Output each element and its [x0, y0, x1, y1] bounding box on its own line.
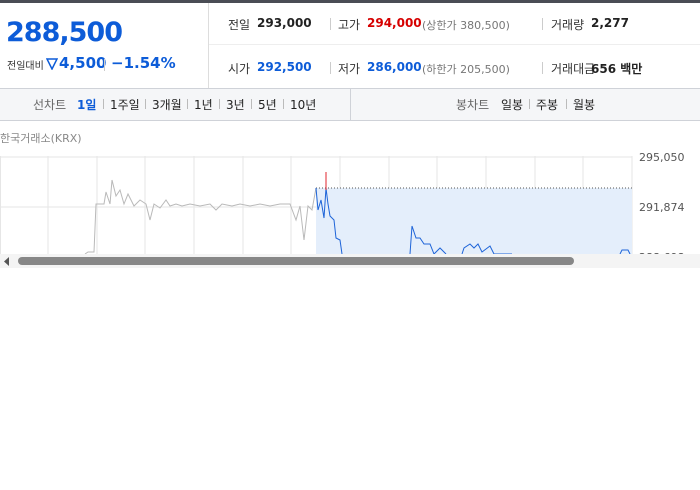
scroll-left[interactable]: [3, 257, 11, 266]
info-value: 292,500: [257, 60, 312, 74]
separator: [542, 18, 543, 30]
current-price: 288,500: [6, 17, 123, 48]
chart-source: 한국거래소(KRX): [0, 132, 82, 145]
candle-tab[interactable]: 일봉: [501, 98, 524, 112]
row-divider: [209, 44, 700, 45]
info-value: 286,000: [367, 60, 422, 74]
tab-group-label: 선차트: [33, 98, 67, 112]
tab-separator: [187, 99, 188, 109]
info-value: 293,000: [257, 16, 312, 30]
area-shade: [316, 188, 632, 254]
period-tab[interactable]: 3년: [226, 98, 245, 112]
tab-separator: [251, 99, 252, 109]
tab-divider: [350, 89, 351, 120]
info-label: 고가: [338, 18, 361, 32]
info-note: (상한가 380,500): [422, 19, 510, 32]
info-value: 656 백만: [591, 62, 643, 76]
tab-separator: [566, 99, 567, 109]
down-icon: [46, 58, 58, 70]
tab-separator: [219, 99, 220, 109]
separator: [330, 18, 331, 30]
info-label: 시가: [228, 62, 251, 76]
price-line: [315, 187, 631, 254]
period-tab[interactable]: 10년: [290, 98, 317, 112]
separator: [542, 62, 543, 74]
tab-separator: [145, 99, 146, 109]
info-value: 2,277: [591, 16, 629, 30]
period-tab[interactable]: 1일: [77, 98, 97, 112]
y-tick-label: 288,698: [639, 251, 685, 254]
y-tick-label: 291,874: [639, 201, 685, 214]
period-tab[interactable]: 1년: [194, 98, 213, 112]
change-rate: −1.54%: [111, 54, 176, 72]
tab-group-label: 봉차트: [456, 98, 490, 112]
price-line-prior: [84, 179, 317, 254]
y-tick-label: 295,050: [639, 151, 685, 164]
tab-separator: [103, 99, 104, 109]
top-border: [0, 0, 700, 3]
period-tab[interactable]: 5년: [258, 98, 277, 112]
summary-panel: 288,500 전일대비 4,500 −1.54%: [0, 3, 209, 88]
info-note: (하한가 205,500): [422, 63, 510, 76]
info-value: 294,000: [367, 16, 422, 30]
info-label: 거래대금: [551, 62, 596, 76]
separator: [330, 62, 331, 74]
change-value: 4,500: [59, 54, 107, 72]
scrollbar-thumb[interactable]: [18, 257, 574, 265]
candle-tab[interactable]: 주봉: [536, 98, 559, 112]
chart: 295,050 291,874 288,698: [0, 151, 685, 254]
tab-separator: [529, 99, 530, 109]
candle-tab[interactable]: 월봉: [573, 98, 596, 112]
tab-separator: [283, 99, 284, 109]
period-tab[interactable]: 3개월: [152, 98, 182, 112]
change-label: 전일대비: [7, 61, 44, 72]
period-tab[interactable]: 1주일: [110, 98, 140, 112]
info-label: 거래량: [551, 18, 585, 32]
info-label: 저가: [338, 62, 361, 76]
info-label: 전일: [228, 18, 251, 32]
